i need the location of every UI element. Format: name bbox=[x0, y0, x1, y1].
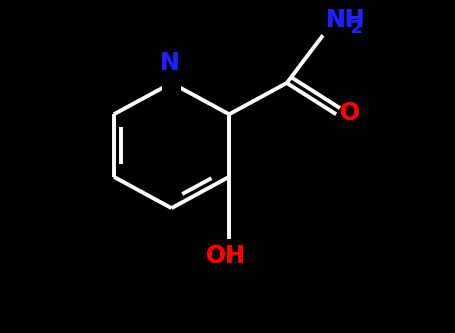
Text: O: O bbox=[339, 101, 359, 125]
Text: NH: NH bbox=[326, 8, 366, 32]
Text: N: N bbox=[160, 51, 180, 75]
Text: OH: OH bbox=[206, 244, 246, 268]
Text: OH: OH bbox=[206, 244, 246, 268]
Text: 2: 2 bbox=[351, 19, 363, 37]
Text: O: O bbox=[339, 101, 359, 125]
Text: NH: NH bbox=[326, 8, 366, 32]
Text: 2: 2 bbox=[351, 19, 363, 37]
Text: N: N bbox=[160, 51, 180, 75]
FancyBboxPatch shape bbox=[162, 75, 182, 91]
